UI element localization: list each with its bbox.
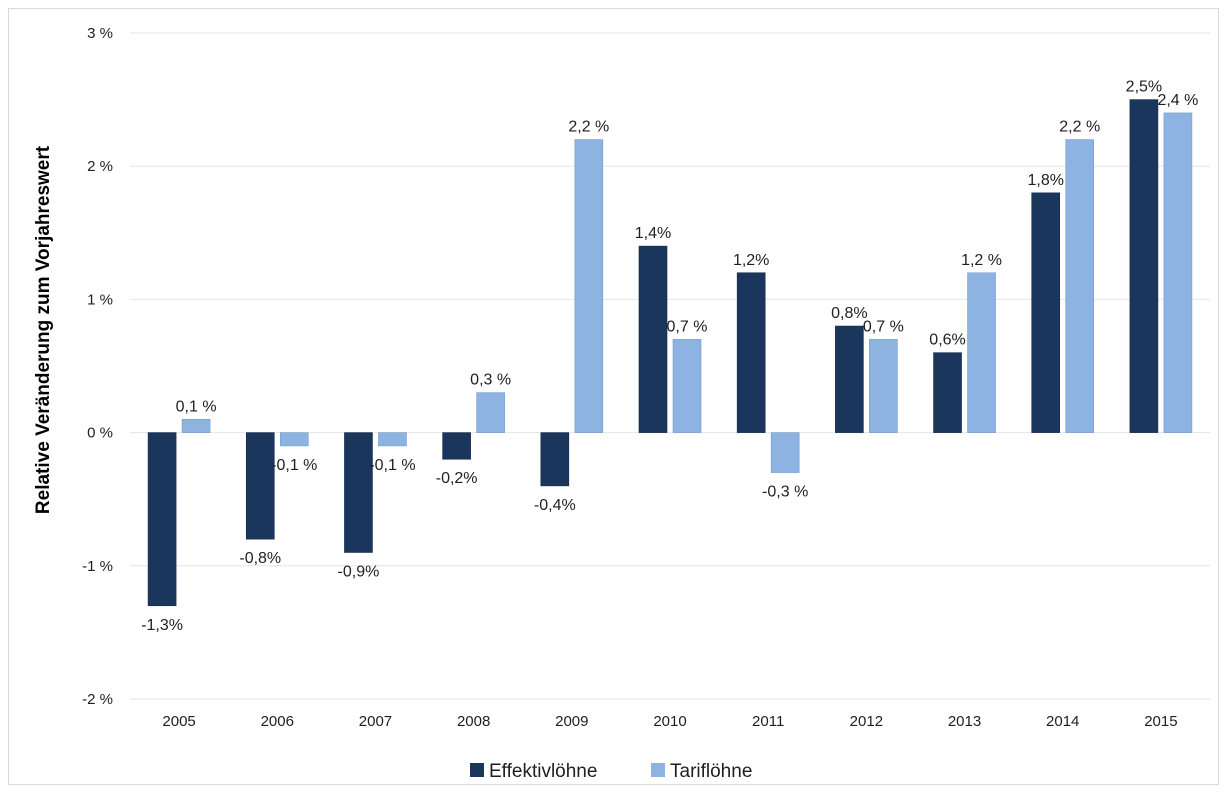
bar-tarifloehne	[476, 392, 505, 433]
legend-label-tarifloehne: Tariflöhne	[670, 761, 752, 782]
data-label-tarifloehne: 2,2 %	[568, 119, 609, 136]
bar-tarifloehne	[672, 339, 702, 433]
bars	[147, 99, 1193, 607]
bar-tarifloehne	[181, 418, 211, 433]
y-tick-label: 0 %	[87, 425, 113, 442]
bar-effektivloehne	[344, 432, 373, 553]
data-label-effektivloehne: -0,2%	[436, 470, 478, 487]
data-label-effektivloehne: 2,5%	[1126, 79, 1162, 96]
data-label-effektivloehne: 0,8%	[831, 305, 867, 322]
legend-label-effektivloehne: Effektivlöhne	[489, 761, 597, 782]
x-tick-label: 2013	[948, 713, 981, 730]
data-label-tarifloehne: 0,7 %	[863, 318, 904, 335]
data-label-effektivloehne: -0,4%	[534, 497, 576, 514]
x-tick-label: 2007	[359, 713, 392, 730]
legend-swatch-effektivloehne	[470, 763, 484, 777]
bar-effektivloehne	[540, 432, 570, 487]
data-label-effektivloehne: 1,2%	[733, 252, 769, 269]
y-tick-label: 1 %	[87, 291, 113, 308]
data-label-tarifloehne: -0,3 %	[762, 484, 808, 501]
legend-swatch-tarifloehne	[651, 763, 665, 777]
bar-tarifloehne	[378, 432, 407, 447]
data-label-tarifloehne: -0,1 %	[369, 457, 415, 474]
data-label-tarifloehne: 1,2 %	[961, 252, 1002, 269]
x-tick-label: 2009	[555, 713, 588, 730]
data-label-effektivloehne: -0,9%	[338, 563, 380, 580]
data-label-tarifloehne: 0,1 %	[176, 398, 217, 415]
data-label-tarifloehne: 0,3 %	[470, 372, 511, 389]
bar-effektivloehne	[147, 432, 177, 607]
data-label-effektivloehne: 1,4%	[635, 225, 671, 242]
y-tick-label: -2 %	[82, 691, 113, 708]
bar-tarifloehne	[1065, 139, 1095, 433]
y-tick-label: 3 %	[87, 25, 113, 42]
data-label-effektivloehne: 0,6%	[929, 332, 965, 349]
bar-effektivloehne	[835, 325, 864, 433]
bar-tarifloehne	[770, 432, 800, 473]
data-label-tarifloehne: 2,2 %	[1059, 119, 1100, 136]
data-label-effektivloehne: -1,3%	[141, 617, 183, 634]
y-tick-label: 2 %	[87, 158, 113, 175]
data-labels: -1,3% 0,1 % -0,8% -0,1 % -0,9% -0,1 % -0,2% 0,3…	[141, 79, 1198, 634]
data-label-effektivloehne: 1,8%	[1027, 172, 1063, 189]
bar-effektivloehne	[736, 272, 766, 433]
data-label-tarifloehne: -0,1 %	[271, 457, 317, 474]
y-tick-label: -1 %	[82, 558, 113, 575]
bar-tarifloehne	[869, 339, 898, 433]
bar-effektivloehne	[1031, 192, 1061, 433]
x-tick-label: 2006	[261, 713, 294, 730]
x-tick-label: 2005	[162, 713, 195, 730]
gridlines	[130, 32, 1210, 700]
x-tick-label: 2011	[752, 713, 784, 730]
bar-effektivloehne	[245, 432, 275, 540]
bar-effektivloehne	[638, 245, 668, 433]
x-tick-label: 2014	[1046, 713, 1079, 730]
bar-tarifloehne	[967, 272, 996, 433]
x-tick-label: 2012	[850, 713, 883, 730]
data-label-tarifloehne: 2,4 %	[1157, 92, 1198, 109]
bar-tarifloehne	[279, 432, 309, 447]
data-label-tarifloehne: 0,7 %	[667, 318, 708, 335]
y-axis-label: Relative Veränderung zum Vorjahreswert	[33, 145, 54, 514]
y-axis-ticks: 3 % 2 % 1 % 0 % -1 % -2 %	[82, 25, 113, 708]
bar-tarifloehne	[1163, 112, 1193, 433]
bar-effektivloehne	[933, 352, 962, 433]
bar-tarifloehne	[574, 139, 604, 433]
x-axis-ticks: 2005 2006 2007 2008 2009 2010 2011 2012 2013 2014…	[162, 713, 1177, 730]
x-tick-label: 2010	[653, 713, 686, 730]
bar-effektivloehne	[1129, 99, 1159, 433]
legend: Effektivlöhne Tariflöhne	[470, 761, 752, 782]
data-label-effektivloehne: -0,8%	[239, 550, 281, 567]
x-tick-label: 2015	[1144, 713, 1177, 730]
x-tick-label: 2008	[457, 713, 490, 730]
chart-frame	[8, 8, 1219, 785]
bar-effektivloehne	[442, 432, 471, 460]
